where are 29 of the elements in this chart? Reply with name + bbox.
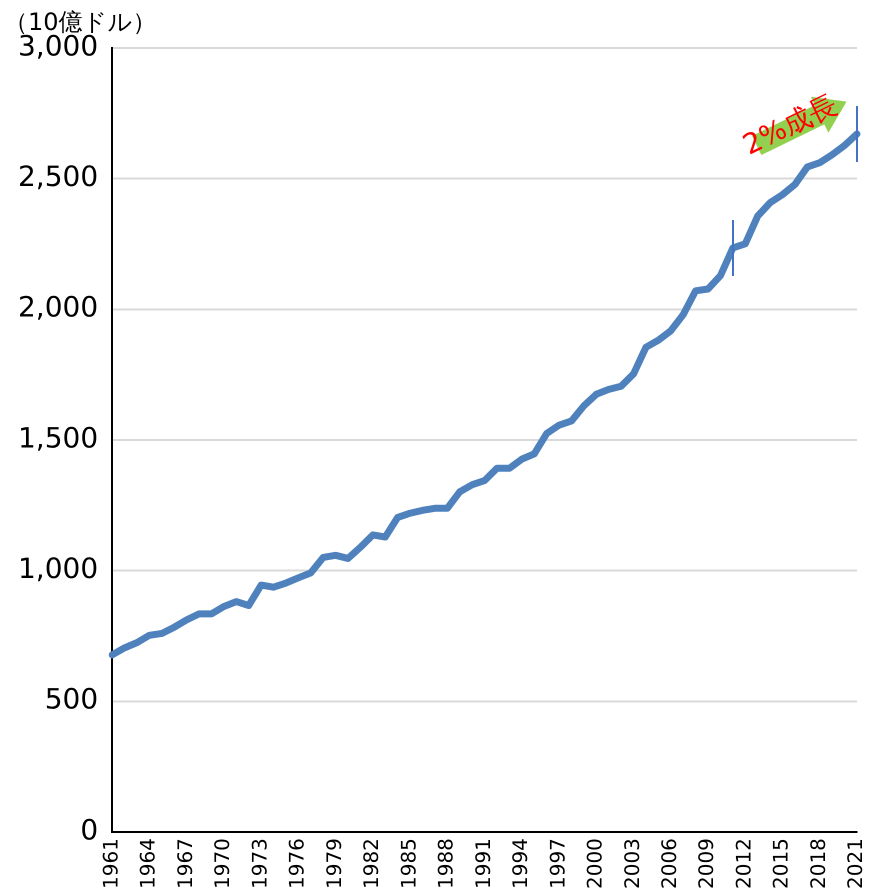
x-tick-label: 1997 [545, 838, 570, 890]
x-tick-label: 1985 [396, 838, 420, 890]
x-tick-label: 1991 [470, 838, 495, 890]
x-tick-label: 2003 [620, 838, 644, 890]
x-tick-label: 1994 [508, 838, 532, 890]
x-tick-label: 1967 [172, 838, 197, 890]
x-tick-label: 1973 [247, 838, 272, 890]
y-tick-label: 500 [44, 682, 98, 716]
x-tick-label: 2006 [656, 838, 681, 890]
x-tick-label: 2021 [843, 838, 868, 890]
x-tick-label: 2018 [806, 838, 830, 890]
x-tick-label: 2015 [768, 838, 793, 890]
y-axis-title: （10億ドル） [4, 7, 157, 36]
x-tick-label: 1988 [434, 838, 458, 890]
x-tick-label: 1976 [284, 838, 309, 890]
y-tick-label: 1,000 [18, 552, 98, 586]
x-tick-label: 2009 [694, 838, 718, 890]
annotation: 2%成長 [736, 86, 844, 164]
y-tick-label: 0 [80, 813, 98, 846]
x-tick-label: 1964 [136, 838, 160, 890]
x-tick-label: 2000 [582, 838, 607, 890]
x-tick-label: 1979 [322, 838, 346, 890]
y-tick-label: 2,500 [18, 160, 98, 193]
x-tick-label: 1970 [210, 838, 234, 890]
x-tick-label: 2012 [731, 838, 756, 890]
x-tick-label: 1982 [359, 838, 384, 890]
y-tick-label: 1,500 [18, 421, 98, 454]
y-tick-label: 2,000 [18, 290, 98, 324]
x-tick-label: 1961 [98, 838, 122, 890]
